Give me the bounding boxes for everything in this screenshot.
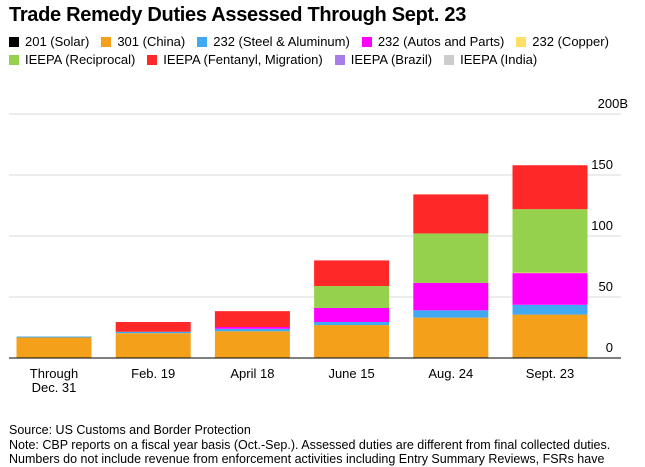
legend-label: 232 (Autos and Parts): [377, 34, 505, 49]
legend-label: 301 (China): [117, 34, 186, 49]
bar-ieepa-fentanyl-migration-6: [512, 165, 588, 210]
bar-232-copper-6: [512, 272, 588, 274]
bar-301-china-2: [115, 333, 191, 358]
chart-legend: 201 (Solar) 301 (China) 232 (Steel & Alumi…: [9, 33, 639, 69]
bar-232-autos-and-parts-3: [214, 327, 290, 329]
bar-301-china-5: [413, 317, 489, 358]
legend-label: IEEPA (India): [460, 52, 538, 67]
bar-301-china-6: [512, 314, 588, 358]
chart-title: Trade Remedy Duties Assessed Through Sep…: [9, 4, 467, 26]
bar-ieepa-reciprocal-5: [413, 233, 489, 283]
x-tick-label: Feb. 19: [131, 366, 175, 381]
legend-item-ieepa-reciprocal: IEEPA (Reciprocal): [9, 51, 135, 69]
methodology-note: Note: CBP reports on a fiscal year basis…: [9, 437, 611, 452]
bar-232-autos-and-parts-5: [413, 282, 489, 311]
chart-footer: Source: US Customs and Border Protection…: [9, 423, 645, 467]
legend-swatch: [516, 37, 527, 47]
legend-label: IEEPA (Fentanyl, Migration): [163, 52, 323, 67]
legend-item-ieepa-india: IEEPA (India): [444, 51, 537, 69]
legend-label: 201 (Solar): [25, 34, 90, 49]
legend-label: 232 (Steel & Aluminum): [213, 34, 350, 49]
bar-232-steel-aluminum-2: [115, 331, 191, 334]
x-tick-label: Dec. 31: [32, 380, 77, 395]
legend-item-301-china: 301 (China): [101, 33, 185, 51]
legend-swatch: [361, 37, 372, 47]
x-tick-label: Aug. 24: [428, 366, 473, 381]
bar-232-steel-aluminum-5: [413, 310, 489, 318]
legend-item-232-autos-and-parts: 232 (Autos and Parts): [361, 33, 505, 51]
bar-232-steel-aluminum-6: [512, 304, 588, 315]
source-note: Source: US Customs and Border Protection: [9, 423, 251, 437]
legend-swatch: [334, 55, 345, 65]
legend-label: 232 (Copper): [532, 34, 609, 49]
bar-ieepa-fentanyl-migration-5: [413, 194, 489, 234]
x-tick-label: Through: [30, 366, 78, 381]
legend-swatch: [444, 55, 455, 65]
bar-301-china-1: [16, 337, 92, 358]
legend-item-ieepa-brazil: IEEPA (Brazil): [334, 51, 433, 69]
legend-swatch: [147, 55, 158, 65]
legend-swatch: [9, 55, 19, 65]
bar-ieepa-fentanyl-migration-2: [115, 322, 191, 332]
bar-ieepa-reciprocal-4: [314, 286, 390, 308]
methodology-note-continued: Numbers do not include revenue from enfo…: [9, 452, 605, 466]
legend-swatch: [197, 37, 208, 47]
y-tick-label: 50: [599, 279, 613, 294]
bar-ieepa-reciprocal-6: [512, 209, 588, 273]
legend-item-232-steel-aluminum: 232 (Steel & Aluminum): [197, 33, 350, 51]
bar-232-steel-aluminum-4: [314, 322, 390, 326]
x-tick-label: Sept. 23: [526, 366, 574, 381]
y-tick-label: 150: [591, 157, 613, 172]
bar-301-china-3: [214, 331, 290, 358]
bar-232-autos-and-parts-6: [512, 273, 588, 305]
bar-301-china-4: [314, 325, 390, 358]
y-tick-label: 0: [606, 340, 613, 355]
legend-label: IEEPA (Brazil): [350, 52, 433, 67]
legend-item-ieepa-fentanyl-migration: IEEPA (Fentanyl, Migration): [147, 51, 323, 69]
y-tick-label: 100: [591, 218, 613, 233]
legend-swatch: [9, 37, 19, 47]
legend-label: IEEPA (Reciprocal): [25, 52, 136, 67]
bar-232-steel-aluminum-3: [214, 328, 290, 332]
bar-232-steel-aluminum-1: [16, 336, 92, 338]
bar-232-autos-and-parts-4: [314, 307, 390, 323]
bar-ieepa-fentanyl-migration-4: [314, 260, 390, 287]
bar-ieepa-fentanyl-migration-3: [214, 311, 290, 328]
legend-item-232-copper: 232 (Copper): [516, 33, 609, 51]
x-tick-label: April 18: [230, 366, 274, 381]
legend-swatch: [101, 37, 112, 47]
legend-item-201-solar: 201 (Solar): [9, 33, 89, 51]
x-tick-label: June 15: [328, 366, 374, 381]
y-top-label: 200B: [598, 96, 628, 111]
